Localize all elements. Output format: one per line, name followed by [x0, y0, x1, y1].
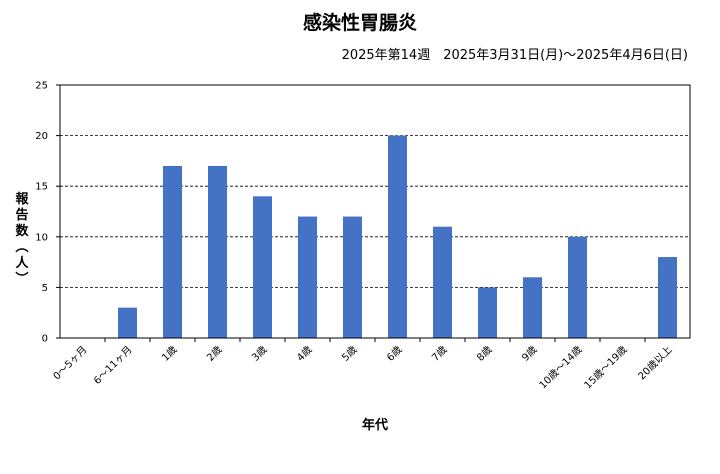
x-tick-label: 2歳 — [205, 344, 225, 364]
bar — [658, 257, 677, 338]
x-tick-label: 3歳 — [250, 344, 270, 364]
y-tick-label: 25 — [35, 81, 48, 92]
y-axis-title: 報告数︵人︶ — [14, 191, 29, 287]
x-tick-label: 6～11ヶ月 — [91, 344, 134, 387]
x-tick-label: 0～5ヶ月 — [51, 344, 90, 383]
bar — [163, 165, 182, 338]
x-axis-title: 年代 — [362, 417, 388, 433]
y-tick-label: 0 — [42, 334, 48, 345]
y-tick-label: 15 — [35, 182, 48, 193]
x-tick-label: 15歳～19歳 — [582, 344, 630, 392]
x-tick-label: 7歳 — [430, 344, 450, 364]
chart-title: 感染性胃腸炎 — [302, 12, 417, 34]
y-axis-title-char: ︵ — [14, 240, 28, 255]
y-axis-title-char: 報 — [15, 191, 29, 207]
plot-frame — [59, 84, 691, 339]
y-axis-title-char: 数 — [15, 223, 29, 239]
chart-subtitle: 2025年第14週 2025年3月31日(月)～2025年4月6日(日) — [341, 48, 688, 63]
bar — [523, 277, 542, 338]
x-axis-ticks: 0～5ヶ月 6～11ヶ月 1歳 2歳 3歳 4歳 5歳 6歳 7歳 8歳 9歳10歳～14歳15歳～… — [51, 338, 675, 391]
x-tick-label: 8歳 — [475, 344, 495, 364]
x-tick-label: 20歳以上 — [636, 344, 675, 383]
bar — [388, 135, 407, 338]
bar — [298, 216, 317, 338]
x-tick-label: 5歳 — [340, 344, 360, 364]
bar — [343, 216, 362, 338]
x-tick-label: 10歳～14歳 — [537, 344, 585, 392]
bar — [118, 307, 137, 338]
bar — [478, 287, 497, 338]
x-tick-label: 6歳 — [385, 344, 405, 364]
x-tick-label: 9歳 — [520, 344, 540, 364]
x-tick-label: 1歳 — [160, 344, 180, 364]
y-axis-ticks: 0 5 10 15 20 25 — [35, 81, 60, 345]
y-tick-label: 10 — [35, 232, 48, 243]
y-axis-title-char: 告 — [15, 207, 28, 223]
gridlines — [60, 135, 690, 288]
bar — [568, 236, 587, 338]
y-axis-title-char: ︶ — [14, 271, 28, 287]
bar-series — [118, 135, 677, 338]
bar — [433, 226, 452, 338]
y-axis-title-char: 人 — [15, 255, 29, 271]
bar — [253, 196, 272, 338]
bar — [208, 165, 227, 338]
y-tick-label: 5 — [42, 283, 48, 294]
x-tick-label: 4歳 — [295, 344, 315, 364]
y-tick-label: 20 — [35, 131, 48, 142]
